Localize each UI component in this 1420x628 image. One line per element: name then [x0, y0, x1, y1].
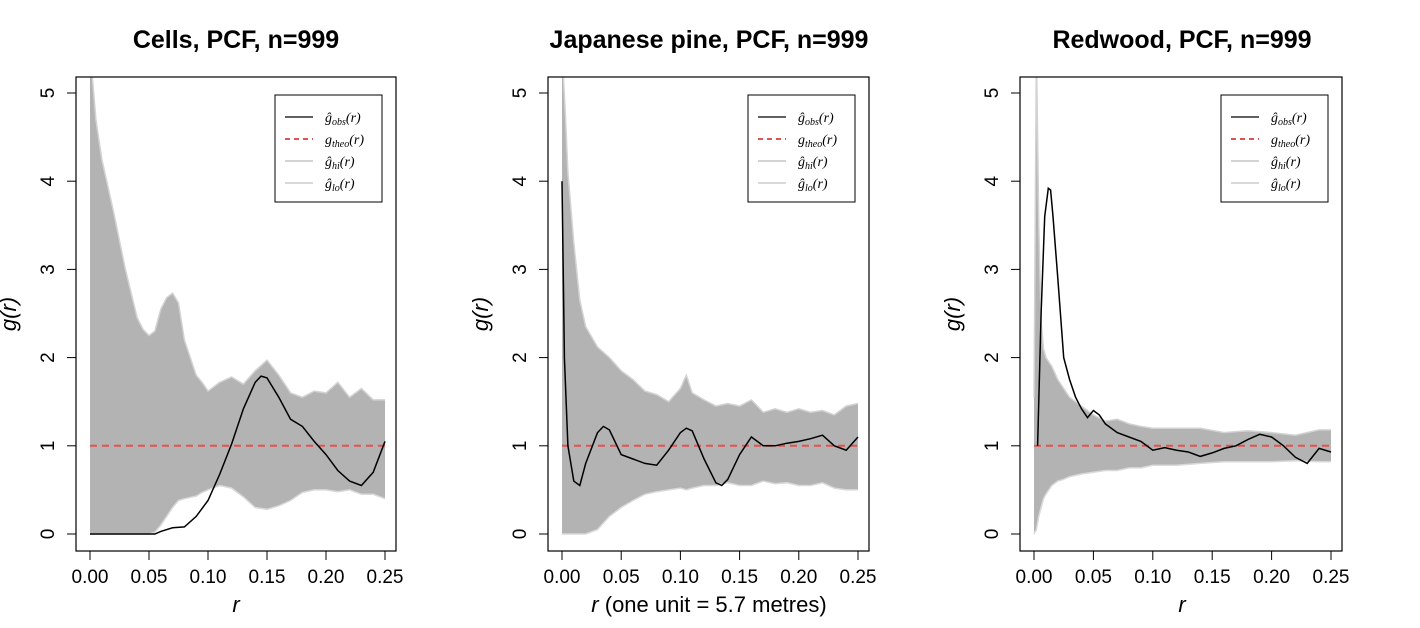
y-axis-label: g(r)	[940, 297, 965, 331]
legend: ĝobs(r) gtheo(r) ĝhi(r) ĝlo(r)	[1220, 94, 1329, 203]
legend-label-theo: gtheo(r)	[1271, 133, 1310, 150]
x-tick-label: 0.15	[721, 567, 758, 588]
legend-label-obs: ĝobs(r)	[1271, 111, 1307, 128]
obs-line	[1036, 186, 1332, 465]
legend: ĝobs(r) gtheo(r) ĝhi(r) ĝlo(r)	[274, 94, 383, 203]
y-tick-label: 5	[982, 88, 1003, 99]
plot-area	[1033, 77, 1332, 535]
x-tick-label: 0.05	[1075, 567, 1112, 588]
x-axis-label: r	[1178, 592, 1187, 617]
x-tick-label: 0.15	[1194, 567, 1231, 588]
envelope-band	[562, 77, 858, 534]
x-tick-label: 0.00	[1016, 567, 1053, 588]
y-tick-label: 1	[38, 441, 59, 452]
legend-label-obs: ĝobs(r)	[325, 111, 361, 128]
y-tick-label: 1	[510, 441, 531, 452]
legend-label-obs: ĝobs(r)	[798, 111, 834, 128]
plot-frame	[75, 76, 397, 552]
x-tick-label: 0.20	[780, 567, 817, 588]
x-tick-label: 0.15	[249, 567, 286, 588]
y-tick-label: 0	[38, 529, 59, 540]
legend-label-hi: ĝhi(r)	[325, 155, 355, 172]
x-tick-label: 0.20	[308, 567, 345, 588]
legend-box	[274, 94, 383, 203]
y-tick-label: 5	[510, 88, 531, 99]
y-tick-label: 2	[982, 352, 1003, 363]
panel-1: 0.00 0.05 0.10 0.15 0.20 0.25 0 1 2 3 4 5 Cells, PCF…	[0, 26, 403, 617]
plot-area	[90, 77, 386, 535]
legend-label-hi: ĝhi(r)	[1271, 155, 1301, 172]
chart-title: Redwood, PCF, n=999	[1052, 26, 1311, 54]
panel-2: 0.00 0.05 0.10 0.15 0.20 0.25 0 1 2 3 4 5 Japanese p…	[468, 26, 876, 617]
legend-box	[747, 94, 856, 203]
x-axis-label: r	[232, 592, 241, 617]
y-tick-label: 3	[38, 264, 59, 275]
y-tick-label: 4	[510, 175, 531, 186]
chart-title: Cells, PCF, n=999	[133, 26, 339, 54]
x-tick-label: 0.25	[840, 567, 877, 588]
plot-area	[561, 77, 859, 535]
y-tick-label: 4	[982, 175, 1003, 186]
hi-line	[1033, 77, 1331, 436]
y-tick-label: 0	[510, 529, 531, 540]
envelope-band	[90, 77, 385, 534]
legend-label-lo: ĝlo(r)	[798, 177, 828, 194]
plot-frame	[547, 76, 870, 552]
y-tick-label: 3	[510, 264, 531, 275]
y-tick-label: 5	[38, 88, 59, 99]
y-tick-label: 0	[982, 529, 1003, 540]
x-tick-label: 0.10	[190, 567, 227, 588]
legend-label-theo: gtheo(r)	[798, 133, 837, 150]
x-tick-label: 0.25	[1313, 567, 1350, 588]
legend-label-lo: ĝlo(r)	[325, 177, 355, 194]
x-tick-label: 0.00	[72, 567, 109, 588]
x-tick-label: 0.20	[1253, 567, 1290, 588]
x-tick-label: 0.25	[367, 567, 404, 588]
lo-line	[1033, 460, 1331, 535]
plot-frame	[1019, 76, 1343, 552]
x-tick-label: 0.05	[131, 567, 168, 588]
legend: ĝobs(r) gtheo(r) ĝhi(r) ĝlo(r)	[747, 94, 856, 203]
x-tick-label: 0.00	[544, 567, 581, 588]
legend-label-hi: ĝhi(r)	[798, 155, 828, 172]
obs-line	[90, 375, 386, 535]
obs-line	[561, 181, 859, 487]
x-tick-label: 0.10	[662, 567, 699, 588]
y-tick-label: 3	[982, 264, 1003, 275]
x-axis-label: r (one unit = 5.7 metres)	[591, 592, 826, 617]
panel-3: 0.00 0.05 0.10 0.15 0.20 0.25 0 1 2 3 4 5 Redwood, P…	[940, 26, 1349, 617]
envelope-band	[1034, 77, 1331, 534]
x-tick-label: 0.05	[603, 567, 640, 588]
legend-label-lo: ĝlo(r)	[1271, 177, 1301, 194]
y-tick-label: 1	[982, 441, 1003, 452]
hi-line	[91, 77, 385, 401]
x-tick-label: 0.10	[1134, 567, 1171, 588]
y-tick-label: 2	[38, 352, 59, 363]
legend-label-theo: gtheo(r)	[325, 133, 364, 150]
y-axis-label: g(r)	[468, 297, 493, 331]
y-axis-label: g(r)	[0, 297, 21, 331]
legend-box	[1220, 94, 1329, 203]
y-tick-label: 2	[510, 352, 531, 363]
lo-line	[562, 480, 858, 535]
y-tick-label: 4	[38, 175, 59, 186]
hi-line	[562, 77, 859, 416]
chart-title: Japanese pine, PCF, n=999	[550, 26, 869, 54]
